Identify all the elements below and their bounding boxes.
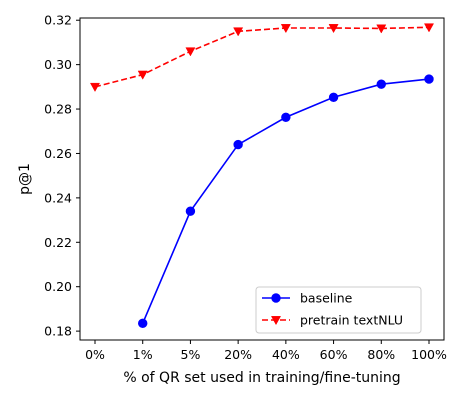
x-tick-label: 100%: [411, 347, 447, 362]
x-tick-label: 80%: [367, 347, 395, 362]
legend-label: baseline: [300, 291, 353, 306]
x-tick-label: 5%: [181, 347, 201, 362]
data-point: [328, 92, 339, 102]
y-tick-label: 0.24: [44, 190, 72, 205]
y-tick-label: 0.20: [44, 279, 72, 294]
y-tick-label: 0.26: [44, 146, 72, 161]
data-point: [423, 23, 435, 33]
data-point: [185, 206, 196, 216]
y-tick-label: 0.18: [44, 324, 72, 339]
x-tick-label: 0%: [85, 347, 105, 362]
data-point: [137, 70, 148, 80]
legend-box: [255, 286, 422, 334]
series-baseline: [138, 74, 434, 329]
data-point: [233, 27, 244, 37]
data-point: [89, 82, 101, 92]
data-point: [138, 318, 148, 329]
y-axis-label: p@1: [17, 163, 33, 195]
x-tick-label: 60%: [320, 347, 348, 362]
x-tick-label: 20%: [224, 347, 252, 362]
x-tick-label: 1%: [133, 347, 153, 362]
legend-marker: [271, 293, 281, 303]
y-tick-label: 0.22: [44, 235, 72, 250]
plot-frame: [79, 17, 445, 341]
series-line: [94, 26, 430, 88]
y-tick-label: 0.32: [44, 13, 72, 28]
legend: baseline pretrain textNLU: [255, 286, 422, 334]
data-point: [233, 139, 243, 150]
data-point: [281, 112, 291, 122]
data-point: [185, 47, 196, 57]
data-point: [376, 24, 387, 34]
data-point: [328, 24, 339, 34]
data-point: [424, 74, 434, 84]
tick-layer: 0% 1% 5% 20% 40% 60% 80% 100% 0.18 0.20 0.22 0.24 0.…: [44, 13, 447, 362]
legend-label: pretrain textNLU: [300, 313, 403, 328]
data-point: [376, 79, 386, 89]
series-pretrain-textnlu: [89, 23, 435, 92]
series-layer: [89, 23, 435, 329]
y-tick-label: 0.30: [44, 57, 72, 72]
data-point: [280, 24, 291, 34]
legend-marker: [270, 316, 282, 326]
y-tick-label: 0.28: [44, 102, 72, 117]
x-tick-label: 40%: [272, 347, 300, 362]
x-axis-label: % of QR set used in training/fine-tuning: [123, 370, 400, 386]
